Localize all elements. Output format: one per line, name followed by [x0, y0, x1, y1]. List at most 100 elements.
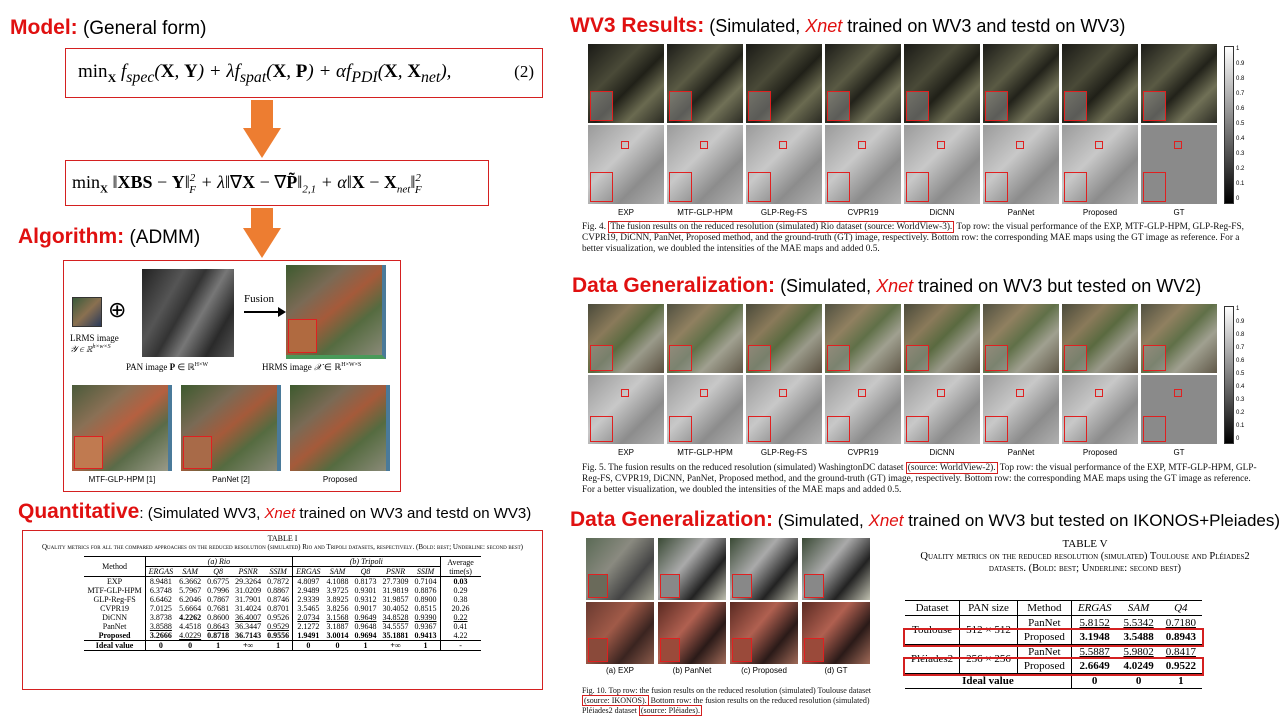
fig-mae-map: [1141, 125, 1217, 204]
table5-pan-size: 512 × 512: [959, 615, 1018, 645]
fig-mae-map: [667, 125, 743, 204]
fig-top-image: [1062, 44, 1138, 123]
table1-header-time: Average time(s): [447, 557, 474, 576]
table1-ideal-label: Ideal value: [84, 640, 146, 651]
table1-method-cell: EXP: [84, 576, 146, 586]
table1-cell: 3.0014: [326, 631, 349, 640]
table1-cell: 4.1088: [326, 577, 349, 586]
equation-number: (2): [514, 62, 534, 81]
table1-cell: 6.6462: [149, 595, 172, 604]
table5-method: PanNet: [1017, 644, 1072, 659]
table1-cell: 36.3447: [235, 622, 262, 631]
table-row: Pléiades2 256 × 256 PanNet 5.5887 5.9802 0.84…: [905, 644, 1202, 674]
fig-method-label: CVPR19: [847, 208, 879, 217]
fig-mae-map: [746, 125, 822, 204]
table1-cell: 0.8701: [264, 604, 294, 613]
fig-method-label: Proposed: [1082, 448, 1118, 457]
table1-metric-header: PSNR: [238, 567, 258, 576]
lrms-symbol: 𝒴 ∈ ℝh×w×S: [70, 344, 111, 354]
table5-header: Q4: [1174, 602, 1188, 614]
down-arrow-2-head: [243, 228, 281, 258]
table1-time-cell: 0.41: [453, 622, 468, 631]
gen2-heading: Data Generalization: (Simulated, Xnet tr…: [570, 508, 1280, 531]
table1-ideal-cell: 0: [335, 641, 340, 650]
table1-metric-header: SAM: [329, 567, 346, 576]
table1-cell: 3.5465: [297, 604, 320, 613]
table1-cell: 0.9648: [354, 622, 377, 631]
table1-ideal-cell: 1: [363, 641, 368, 650]
table1-cell: 0.9301: [354, 586, 377, 595]
table5-method: Proposed: [1017, 630, 1072, 645]
fig-top-image: [983, 304, 1059, 373]
table1-cell: 0.8876: [411, 586, 441, 595]
fig10-label-gt: (d) GT: [824, 666, 848, 675]
colorbar-tick: 0.6: [1236, 106, 1245, 112]
table-row: DiCNN 3.8738 4.2262 0.8600 36.4007 0.9526 2.07…: [84, 613, 480, 622]
table1-cell: 6.2046: [179, 595, 202, 604]
table1-cell: 7.0125: [149, 604, 172, 613]
fig-method-label: DiCNN: [929, 208, 955, 217]
colorbar-tick: 0.5: [1236, 371, 1245, 377]
quantitative-heading: Quantitative: (Simulated WV3, Xnet train…: [18, 500, 532, 523]
admm-equation-box: minX ‖XBS − Y‖2F + λ‖∇X − ∇P̃‖2,1 + α‖X …: [65, 160, 489, 206]
table1-cell: 3.9725: [326, 586, 349, 595]
model-equation-box: minX fspec(X, Y) + λfspat(X, P) + αfPDI(…: [65, 48, 543, 98]
fig-method-label: Proposed: [1082, 208, 1118, 217]
colorbar-tick: 1: [1236, 306, 1240, 312]
fig-method-label: CVPR19: [847, 448, 879, 457]
fig10-label-proposed: (c) Proposed: [741, 666, 787, 675]
table1-method-cell: GLP-Reg-FS: [84, 595, 146, 604]
table1-cell: 31.9819: [382, 586, 409, 595]
table-row: EXP 8.9481 6.3662 0.6775 29.3264 0.7872 4.8097…: [84, 576, 480, 586]
fig5-caption: Fig. 5. The fusion results on the reduce…: [582, 462, 1257, 495]
table1-cell: 0.8643: [207, 622, 230, 631]
table1-cell: 6.3662: [179, 577, 202, 586]
table1-ideal-row: Ideal value 0 0 1 +∞ 1 0 0 1 +∞ 1 -: [84, 640, 481, 651]
table1-cell: 31.4024: [235, 604, 262, 613]
fusion-label: Fusion: [244, 293, 274, 305]
colorbar-tick: 0: [1236, 196, 1240, 202]
table5-method: PanNet: [1017, 615, 1072, 630]
table5-ideal-cell: 0: [1135, 675, 1142, 687]
table-row: Proposed 3.1948 3.5488 0.8943: [903, 628, 1204, 647]
table5-cell: 2.6649: [1079, 660, 1110, 672]
table1-cell: 0.8515: [411, 604, 441, 613]
fig-top-image: [983, 44, 1059, 123]
colorbar-tick: 0.3: [1236, 151, 1245, 157]
table1-metric-header: SSIM: [411, 566, 441, 577]
table1-title: TABLE I: [267, 534, 298, 543]
table1-method-cell: PanNet: [84, 622, 146, 631]
table1-time-cell: 4.22: [453, 631, 468, 640]
fig-mae-map: [1062, 375, 1138, 444]
fig-mae-map: [983, 375, 1059, 444]
hrms-image: [286, 265, 386, 359]
table-row: Toulouse 512 × 512 PanNet 5.8152 5.5342 0.718…: [905, 615, 1202, 645]
lrms-cube-image: [72, 297, 102, 327]
fig-method-label: MTF-GLP-HPM: [677, 208, 733, 217]
fig-method-label: EXP: [617, 208, 634, 217]
fig-top-image: [746, 44, 822, 123]
pan-image: [142, 269, 234, 357]
fig-mae-map: [825, 125, 901, 204]
method-label-mtf: MTF-GLP-HPM [1]: [88, 475, 156, 484]
table5-cell: 0.7180: [1165, 617, 1196, 629]
fig10-exp-top: [586, 538, 654, 600]
colorbar-tick: 0.6: [1236, 358, 1245, 364]
table1-cell: 0.6775: [207, 577, 230, 586]
colorbar-tick: 0.7: [1236, 345, 1245, 351]
table1-caption: Quality metrics for all the compared app…: [42, 543, 523, 551]
fig10-gt-top: [802, 538, 870, 600]
table5-header: Dataset: [905, 600, 961, 616]
fig-method-label: GT: [1173, 208, 1185, 217]
fig-mae-map: [746, 375, 822, 444]
colorbar-tick: 0.3: [1236, 397, 1245, 403]
admm-equation: minX ‖XBS − Y‖2F + λ‖∇X − ∇P̃‖2,1 + α‖X …: [72, 172, 422, 196]
table1-metric-header: Q8: [213, 567, 223, 576]
fig10-pannet-top: [658, 538, 726, 600]
table-row: CVPR19 7.0125 5.6664 0.7681 31.4024 0.8701 3.5…: [84, 604, 480, 613]
table1-ideal-cell: 1: [264, 640, 294, 651]
table-row: MTF-GLP-HPM 6.3748 5.7967 0.7996 31.0209 0.88…: [84, 586, 480, 595]
table1-ideal-cell: 0: [188, 641, 193, 650]
table1-time-cell: 0.29: [453, 586, 468, 595]
table1-cell: 0.8173: [354, 577, 377, 586]
